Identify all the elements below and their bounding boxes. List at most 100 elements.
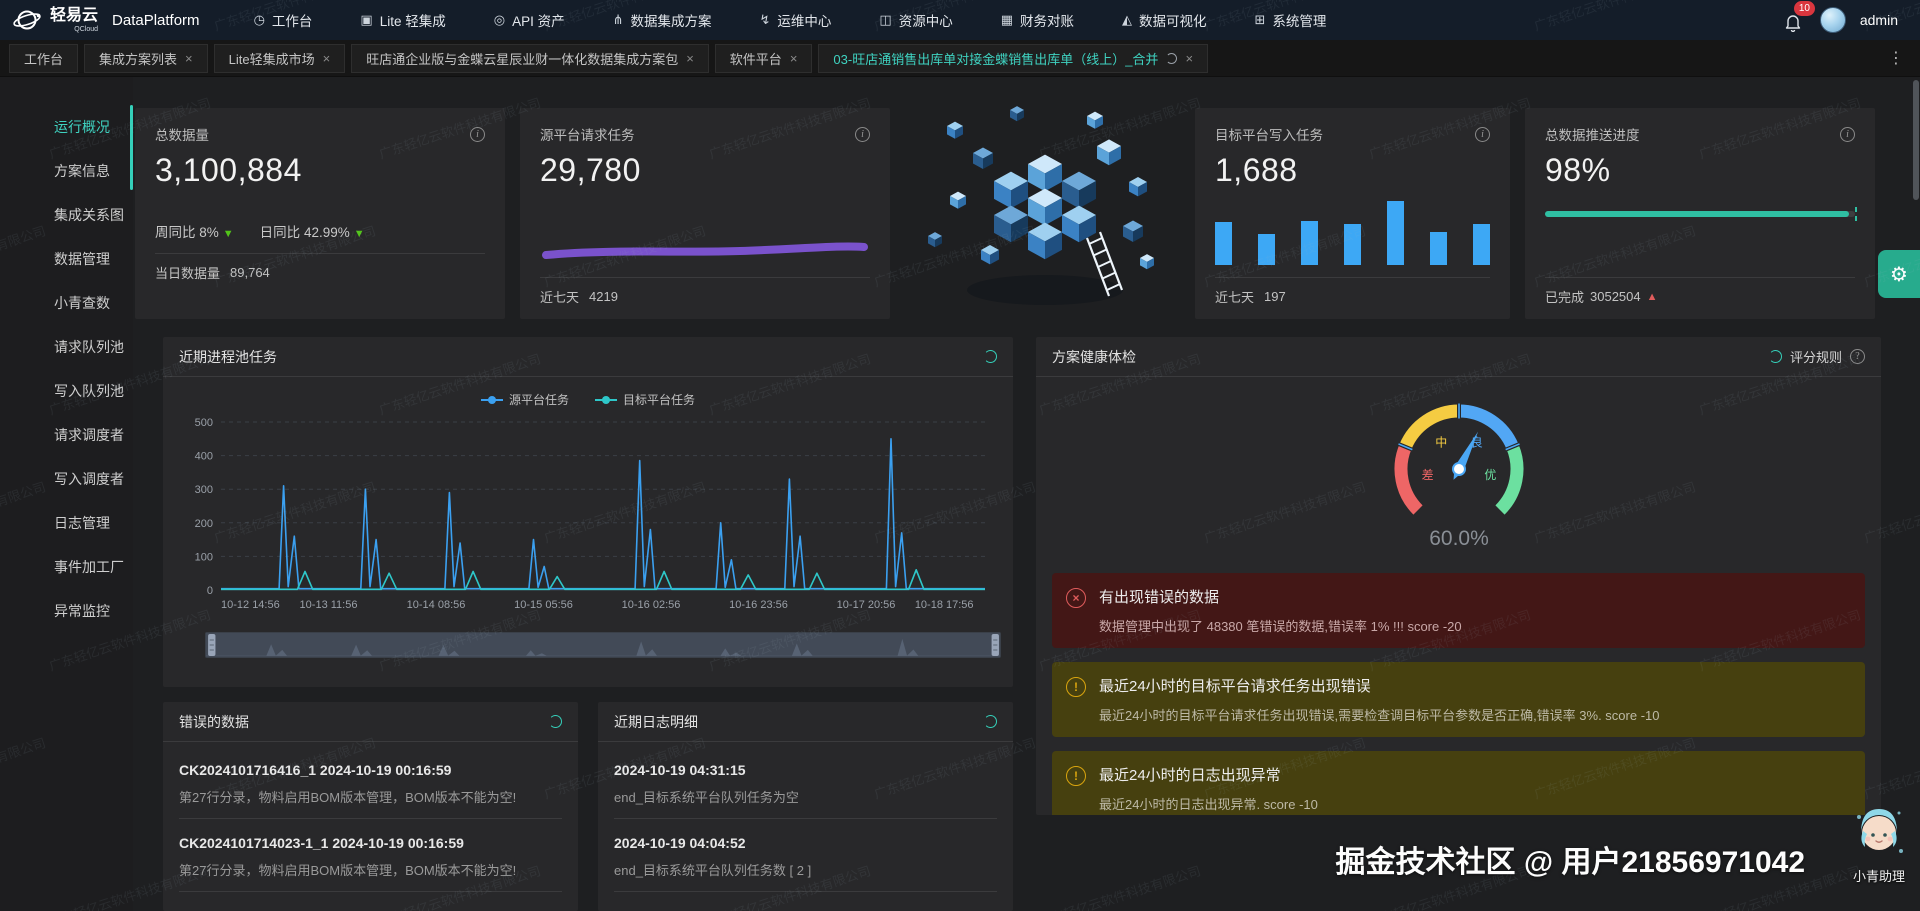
card-title: 总数据量 — [155, 128, 209, 143]
watermark-text: 广东轻亿云软件科技有限公司 — [1037, 863, 1203, 911]
ops-center-icon: ↯ — [759, 12, 771, 27]
trend-down-icon: ▼ — [353, 228, 365, 240]
error-list-item[interactable]: CK2024101716416_1 2024-10-19 00:16:59 第2… — [163, 742, 578, 818]
recent-logs-panel: 近期日志明细 2024-10-19 04:31:15 end_目标系统平台队列任… — [598, 702, 1013, 911]
trend-up-icon: ▲ — [1646, 290, 1658, 303]
sidebar-item-request-queue[interactable]: 请求队列池 — [54, 339, 124, 355]
stat-card-total-data: 总数据量 i 3,100,884 周同比 8% ▼ 日同比 42.99% ▼ 当日数… — [135, 108, 505, 319]
log-list-item[interactable]: 2024-10-19 04:04:52 end_目标系统平台队列任务数 [ 2 … — [598, 819, 1013, 891]
brand[interactable]: 轻易云 QCloud — [0, 7, 112, 33]
nav-label: 工作台 — [271, 14, 313, 29]
footer-label: 近七天 — [540, 290, 580, 305]
sidebar-item-data-management[interactable]: 数据管理 — [54, 251, 110, 267]
svg-text:中: 中 — [1435, 434, 1447, 449]
sidebar-item-xiaoqing-query[interactable]: 小青查数 — [54, 295, 110, 311]
error-item-desc: 第27行分录，物料启用BOM版本管理，BOM版本不能为空! — [179, 863, 517, 878]
tab-sales-outbound-active[interactable]: 03-旺店通销售出库单对接金蝶销售出库单（线上）_合并 × — [818, 43, 1209, 73]
nav-item-integration-solutions[interactable]: ⋔ 数据集成方案 — [589, 0, 736, 40]
datazoom-slider[interactable] — [205, 632, 1001, 658]
sidebar-item-write-scheduler[interactable]: 写入调度者 — [54, 471, 124, 487]
svg-text:400: 400 — [195, 451, 213, 463]
sidebar-item-request-scheduler[interactable]: 请求调度者 — [54, 427, 124, 443]
refresh-icon[interactable] — [1166, 52, 1178, 64]
nav-item-data-visualization[interactable]: ◭ 数据可视化 — [1098, 0, 1231, 40]
tab-wdt-kingdee-package[interactable]: 旺店通企业版与金蝶云星辰业财一体化数据集成方案包 × — [351, 43, 709, 73]
datazoom-mini-chart — [206, 633, 1000, 657]
tab-software-platform[interactable]: 软件平台 × — [714, 43, 813, 73]
error-item-title: CK2024101714023-1_1 2024-10-19 00:16:59 — [179, 835, 464, 851]
refresh-icon[interactable] — [549, 715, 562, 728]
nav-item-finance-reconciliation[interactable]: ▦ 财务对账 — [977, 0, 1098, 40]
sidebar-item-solution-info[interactable]: 方案信息 — [54, 163, 110, 179]
panel-title: 错误的数据 — [179, 713, 249, 730]
tab-solution-list[interactable]: 集成方案列表 × — [84, 43, 208, 73]
sidebar-item-write-queue[interactable]: 写入队列池 — [54, 383, 124, 399]
page-scrollbar[interactable] — [1913, 80, 1919, 911]
sidebar-item-integration-graph[interactable]: 集成关系图 — [54, 207, 124, 223]
close-icon[interactable]: × — [789, 50, 798, 66]
info-icon[interactable]: i — [1475, 126, 1490, 142]
question-icon[interactable]: ? — [1850, 349, 1865, 364]
trend-down-icon: ▼ — [222, 228, 234, 240]
sidebar-item-run-overview[interactable]: 运行概况 — [54, 119, 110, 135]
nav-item-api-assets[interactable]: ◎ API 资产 — [470, 0, 589, 40]
scrollbar-thumb[interactable] — [1913, 80, 1919, 200]
footer-label: 已完成 — [1545, 290, 1585, 305]
tab-lite-market[interactable]: Lite轻集成市场 × — [213, 43, 346, 73]
panel-title: 近期日志明细 — [614, 713, 698, 730]
nav-label: 资源中心 — [898, 14, 953, 29]
gear-icon: ⚙ — [1890, 263, 1908, 286]
log-list-item[interactable]: 2024-10-19 04:31:15 end_目标系统平台队列任务为空 — [598, 742, 1013, 818]
nav-item-resource-center[interactable]: ◫ 资源中心 — [855, 0, 976, 40]
sidebar-item-exception-monitor[interactable]: 异常监控 — [54, 603, 110, 619]
mini-bar-chart — [1215, 201, 1490, 265]
settings-gear-button[interactable]: ⚙ — [1878, 250, 1920, 298]
mini-bar — [1215, 222, 1232, 265]
info-icon[interactable]: i — [470, 126, 485, 142]
refresh-icon[interactable] — [984, 350, 997, 363]
sidebar-item-log-management[interactable]: 日志管理 — [54, 515, 110, 531]
info-icon[interactable]: i — [1840, 126, 1855, 142]
data-visualization-icon: ◭ — [1122, 12, 1132, 27]
bell-icon — [1785, 15, 1801, 33]
info-icon[interactable]: i — [855, 126, 870, 142]
mini-bar — [1430, 232, 1447, 265]
refresh-icon[interactable] — [1768, 350, 1782, 363]
nav-item-workbench[interactable]: ◷ 工作台 — [230, 0, 337, 40]
legend-target-tasks[interactable]: 目标平台任务 — [595, 391, 695, 408]
close-icon[interactable]: × — [686, 50, 694, 66]
nav-item-system-management[interactable]: ⊞ 系统管理 — [1231, 0, 1351, 40]
notifications-button[interactable]: 10 — [1784, 1, 1815, 33]
tab-workbench[interactable]: 工作台 — [9, 43, 79, 73]
footer-value: 4219 — [589, 289, 618, 304]
username[interactable]: admin — [1859, 12, 1898, 28]
refresh-icon[interactable] — [984, 715, 997, 728]
error-list-item[interactable]: CK2024101714023-1_1 2024-10-19 00:16:59 … — [163, 819, 578, 891]
svg-text:10-18 17:56: 10-18 17:56 — [915, 599, 974, 611]
close-icon[interactable]: × — [185, 50, 193, 66]
nav-item-lite-integration[interactable]: ▣ Lite 轻集成 — [336, 0, 469, 40]
svg-text:60.0%: 60.0% — [1429, 527, 1489, 550]
alert-desc: 最近24小时的目标平台请求任务出现错误,需要检查调目标平台参数是否正确,错误率 … — [1099, 708, 1660, 723]
error-item-desc: 第27行分录，物料启用BOM版本管理，BOM版本不能为空! — [179, 790, 517, 805]
footer-value: 197 — [1264, 289, 1286, 304]
sidebar-item-event-factory[interactable]: 事件加工厂 — [54, 559, 124, 575]
svg-text:10-13 11:56: 10-13 11:56 — [300, 599, 358, 611]
tab-more-icon[interactable]: ⋮ — [1888, 50, 1904, 67]
close-icon[interactable]: × — [1185, 50, 1194, 66]
mini-bar — [1344, 223, 1361, 265]
tab-bar: 工作台 集成方案列表 × Lite轻集成市场 × 旺店通企业版与金蝶云星辰业财一… — [0, 40, 1920, 77]
sidebar-scrollbar-thumb[interactable] — [130, 105, 133, 190]
close-icon[interactable]: × — [322, 50, 331, 66]
panel-title: 方案健康体检 — [1052, 348, 1136, 365]
svg-text:10-12 14:56: 10-12 14:56 — [221, 599, 280, 611]
legend-source-tasks[interactable]: 源平台任务 — [480, 391, 569, 408]
score-rules-link[interactable]: 评分规则 — [1789, 350, 1842, 365]
user-avatar[interactable] — [1819, 7, 1846, 33]
system-management-icon: ⊞ — [1254, 12, 1266, 27]
nav-label: 系统管理 — [1272, 14, 1327, 29]
alert-title: 有出现错误的数据 — [1099, 589, 1220, 606]
nav-item-ops-center[interactable]: ↯ 运维中心 — [736, 0, 856, 40]
svg-text:10-17 20:56: 10-17 20:56 — [837, 599, 896, 611]
assistant-mascot[interactable]: 小青助理 — [1848, 803, 1910, 885]
